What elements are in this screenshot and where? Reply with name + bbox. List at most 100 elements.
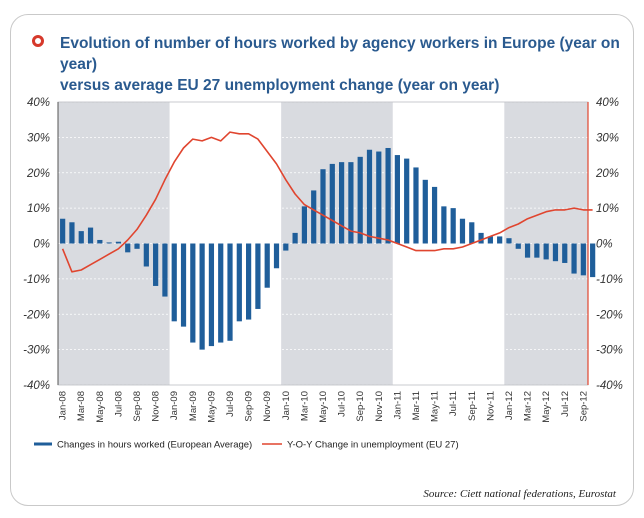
bar bbox=[534, 243, 540, 258]
bar bbox=[487, 236, 493, 244]
x-tick-label: Nov-11 bbox=[485, 391, 496, 421]
x-tick-label: Mar-10 bbox=[299, 391, 310, 421]
x-tick-label: Mar-08 bbox=[76, 391, 87, 421]
bar bbox=[441, 206, 447, 244]
bar bbox=[106, 242, 112, 244]
x-tick-label: Mar-11 bbox=[411, 391, 422, 420]
y-tick-label-left: -20% bbox=[23, 309, 50, 321]
x-tick-label: Mar-12 bbox=[523, 391, 534, 421]
y-tick-label-left: 0% bbox=[33, 239, 50, 251]
bar bbox=[97, 239, 103, 244]
y-tick-label-right: 40% bbox=[596, 97, 619, 109]
bar bbox=[497, 236, 503, 244]
bar bbox=[87, 227, 94, 244]
bar bbox=[153, 243, 159, 286]
title-line-1: Evolution of number of hours worked by a… bbox=[60, 35, 620, 73]
bar bbox=[301, 206, 308, 244]
y-tick-label-left: -40% bbox=[23, 380, 50, 392]
y-tick-label-left: -10% bbox=[23, 274, 50, 286]
bar bbox=[459, 218, 466, 244]
bar bbox=[320, 169, 326, 244]
bar bbox=[590, 243, 596, 278]
bar bbox=[394, 155, 400, 244]
y-tick-label-left: 30% bbox=[27, 132, 50, 144]
y-tick-label-right: 10% bbox=[596, 203, 619, 215]
y-tick-label-right: 20% bbox=[595, 168, 619, 180]
x-tick-label: Jul-08 bbox=[113, 391, 124, 417]
bar bbox=[273, 243, 280, 269]
x-tick-label: Jan-10 bbox=[281, 391, 292, 420]
bar bbox=[78, 231, 84, 244]
bar bbox=[199, 243, 205, 350]
bar bbox=[246, 243, 252, 320]
bar bbox=[562, 243, 568, 263]
bar bbox=[385, 147, 391, 244]
x-tick-label: Jan-08 bbox=[58, 391, 69, 420]
bar bbox=[431, 186, 438, 244]
x-tick-label: Jul-10 bbox=[337, 391, 348, 417]
source-note: Source: Ciett national federations, Euro… bbox=[423, 488, 616, 500]
bar bbox=[357, 156, 363, 244]
x-tick-label: Jul-11 bbox=[448, 391, 459, 416]
bar bbox=[450, 208, 456, 244]
bar bbox=[348, 162, 354, 244]
bar bbox=[218, 243, 224, 343]
bar bbox=[292, 232, 298, 244]
bar bbox=[115, 241, 122, 244]
bullet-circle-icon bbox=[32, 35, 44, 47]
x-tick-label: Sep-12 bbox=[578, 391, 589, 422]
x-tick-label: Sep-09 bbox=[244, 391, 255, 422]
bar bbox=[143, 243, 149, 267]
bar bbox=[376, 151, 382, 244]
x-tick-label: Nov-09 bbox=[262, 391, 273, 422]
x-tick-label: Jan-12 bbox=[504, 391, 515, 420]
bar bbox=[162, 243, 168, 297]
x-tick-label: Jul-09 bbox=[225, 391, 236, 417]
bar bbox=[478, 232, 484, 244]
unemployment-line bbox=[61, 131, 593, 273]
y-tick-label-left: 20% bbox=[26, 168, 50, 180]
x-tick-label: Sep-11 bbox=[467, 391, 478, 421]
x-tick-label: Sep-10 bbox=[355, 391, 366, 422]
x-tick-label: May-09 bbox=[206, 391, 217, 423]
x-tick-label: Mar-09 bbox=[188, 391, 199, 421]
x-tick-label: Nov-08 bbox=[151, 391, 162, 422]
bar bbox=[60, 218, 66, 244]
bar bbox=[515, 243, 521, 249]
legend-label-line: Y-O-Y Change in unemployment (EU 27) bbox=[287, 440, 459, 451]
bar bbox=[255, 243, 261, 309]
bar bbox=[134, 243, 140, 249]
x-tick-label: May-11 bbox=[430, 391, 441, 422]
bar bbox=[338, 162, 345, 244]
bar bbox=[236, 243, 242, 322]
title-line-2: versus average EU 27 unemployment change… bbox=[60, 77, 500, 94]
bar bbox=[208, 243, 215, 347]
y-tick-label-right: -10% bbox=[596, 274, 623, 286]
x-tick-label: Jan-09 bbox=[169, 391, 180, 420]
bar bbox=[543, 243, 549, 260]
y-tick-label-left: -30% bbox=[23, 345, 50, 357]
y-tick-label-right: 0% bbox=[596, 239, 613, 251]
y-tick-label-left: 40% bbox=[27, 97, 50, 109]
bar bbox=[571, 243, 577, 274]
chart-title: Evolution of number of hours worked by a… bbox=[60, 33, 620, 96]
x-tick-label: May-10 bbox=[318, 391, 329, 423]
bar bbox=[422, 179, 428, 244]
bar bbox=[180, 243, 187, 327]
x-tick-label: Jul-12 bbox=[560, 391, 571, 417]
bar bbox=[190, 243, 196, 343]
y-tick-label-right: 30% bbox=[596, 132, 619, 144]
bar bbox=[264, 243, 270, 288]
bar bbox=[404, 158, 410, 244]
y-tick-label-right: -40% bbox=[596, 380, 623, 392]
bar bbox=[227, 243, 233, 341]
x-tick-label: Jan-11 bbox=[392, 391, 403, 419]
bar bbox=[552, 243, 559, 262]
x-tick-label: Nov-10 bbox=[374, 391, 385, 422]
x-tick-label: May-12 bbox=[541, 391, 552, 423]
bar bbox=[469, 222, 475, 244]
bar bbox=[580, 243, 586, 276]
y-tick-label-right: -30% bbox=[596, 345, 623, 357]
bar bbox=[413, 167, 419, 244]
